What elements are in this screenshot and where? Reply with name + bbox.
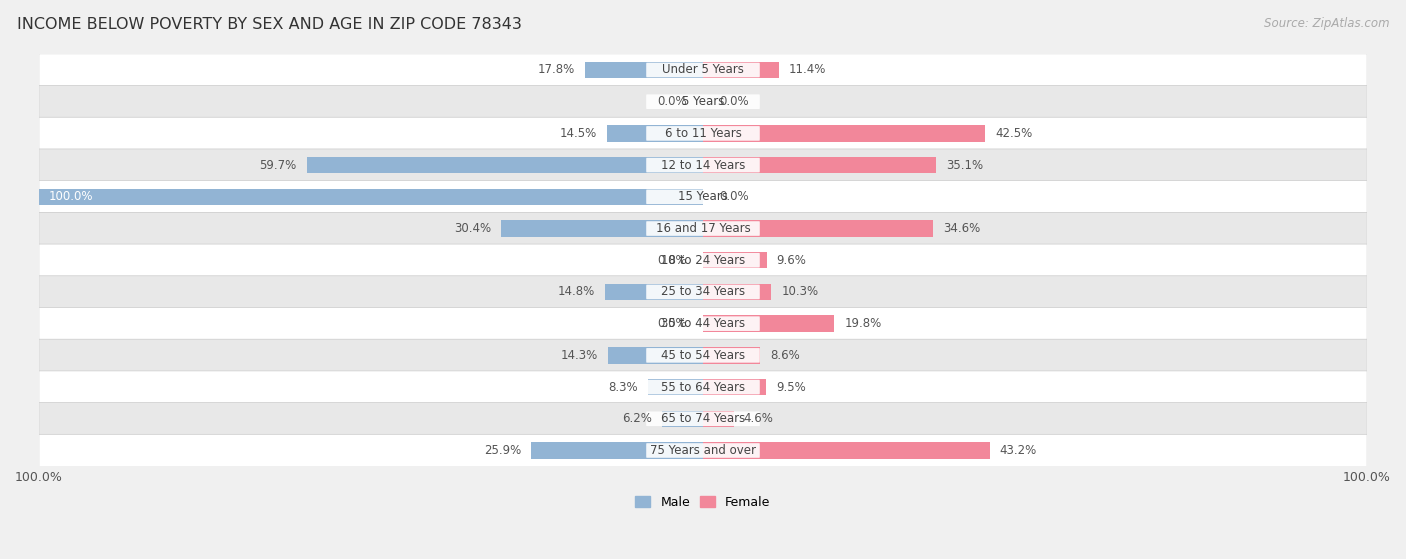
Text: 0.0%: 0.0% [720,95,749,108]
Bar [585,61,703,78]
FancyBboxPatch shape [647,443,759,458]
FancyBboxPatch shape [647,63,759,77]
Bar [703,284,772,300]
Text: 11.4%: 11.4% [789,64,827,77]
FancyBboxPatch shape [39,86,1367,118]
Bar [703,61,779,78]
Text: 0.0%: 0.0% [657,95,686,108]
Bar [531,442,703,459]
Bar [703,157,936,173]
Text: 8.6%: 8.6% [770,349,800,362]
Text: 17.8%: 17.8% [537,64,575,77]
FancyBboxPatch shape [39,276,1367,308]
FancyBboxPatch shape [647,253,759,268]
FancyBboxPatch shape [39,54,1367,86]
Text: 0.0%: 0.0% [720,190,749,203]
Text: 6 to 11 Years: 6 to 11 Years [665,127,741,140]
Text: 10.3%: 10.3% [782,286,818,299]
Bar [607,347,703,363]
Text: 6.2%: 6.2% [621,413,652,425]
FancyBboxPatch shape [647,158,759,172]
FancyBboxPatch shape [39,117,1367,150]
FancyBboxPatch shape [647,221,759,236]
FancyBboxPatch shape [647,348,759,363]
Bar [501,220,703,237]
Bar [605,284,703,300]
Text: 59.7%: 59.7% [259,159,297,172]
Text: 12 to 14 Years: 12 to 14 Years [661,159,745,172]
FancyBboxPatch shape [647,316,759,331]
Text: 4.6%: 4.6% [744,413,773,425]
Bar [703,379,766,395]
Text: 30.4%: 30.4% [454,222,491,235]
Bar [607,125,703,141]
Text: 19.8%: 19.8% [845,317,882,330]
Text: 65 to 74 Years: 65 to 74 Years [661,413,745,425]
Text: 25.9%: 25.9% [484,444,522,457]
Legend: Male, Female: Male, Female [630,491,776,514]
FancyBboxPatch shape [647,126,759,141]
Text: 14.8%: 14.8% [558,286,595,299]
FancyBboxPatch shape [39,212,1367,245]
Bar [39,188,703,205]
Text: 45 to 54 Years: 45 to 54 Years [661,349,745,362]
Text: Source: ZipAtlas.com: Source: ZipAtlas.com [1264,17,1389,30]
Bar [703,252,766,268]
Text: 9.6%: 9.6% [776,254,807,267]
Text: 18 to 24 Years: 18 to 24 Years [661,254,745,267]
FancyBboxPatch shape [39,434,1367,467]
Bar [703,442,990,459]
Text: 16 and 17 Years: 16 and 17 Years [655,222,751,235]
Bar [703,347,761,363]
FancyBboxPatch shape [39,149,1367,181]
Bar [703,410,734,427]
Text: 35.1%: 35.1% [946,159,983,172]
FancyBboxPatch shape [39,181,1367,213]
Text: 0.0%: 0.0% [657,317,686,330]
FancyBboxPatch shape [39,307,1367,340]
FancyBboxPatch shape [647,285,759,299]
FancyBboxPatch shape [39,402,1367,435]
FancyBboxPatch shape [647,94,759,109]
FancyBboxPatch shape [39,371,1367,403]
Text: 55 to 64 Years: 55 to 64 Years [661,381,745,394]
Bar [648,379,703,395]
Text: 25 to 34 Years: 25 to 34 Years [661,286,745,299]
Text: 8.3%: 8.3% [609,381,638,394]
Text: 43.2%: 43.2% [1000,444,1038,457]
Text: 34.6%: 34.6% [943,222,980,235]
Bar [703,125,986,141]
FancyBboxPatch shape [647,190,759,204]
Text: 5 Years: 5 Years [682,95,724,108]
FancyBboxPatch shape [39,339,1367,372]
Text: 100.0%: 100.0% [49,190,93,203]
Text: 42.5%: 42.5% [995,127,1032,140]
Text: Under 5 Years: Under 5 Years [662,64,744,77]
Bar [662,410,703,427]
Text: 14.5%: 14.5% [560,127,596,140]
Text: 35 to 44 Years: 35 to 44 Years [661,317,745,330]
Bar [307,157,703,173]
Text: INCOME BELOW POVERTY BY SEX AND AGE IN ZIP CODE 78343: INCOME BELOW POVERTY BY SEX AND AGE IN Z… [17,17,522,32]
Text: 75 Years and over: 75 Years and over [650,444,756,457]
FancyBboxPatch shape [647,380,759,394]
Bar [703,220,932,237]
Bar [703,315,835,332]
Text: 14.3%: 14.3% [561,349,598,362]
Text: 15 Years: 15 Years [678,190,728,203]
FancyBboxPatch shape [39,244,1367,276]
Text: 9.5%: 9.5% [776,381,806,394]
FancyBboxPatch shape [647,411,759,426]
Text: 0.0%: 0.0% [657,254,686,267]
